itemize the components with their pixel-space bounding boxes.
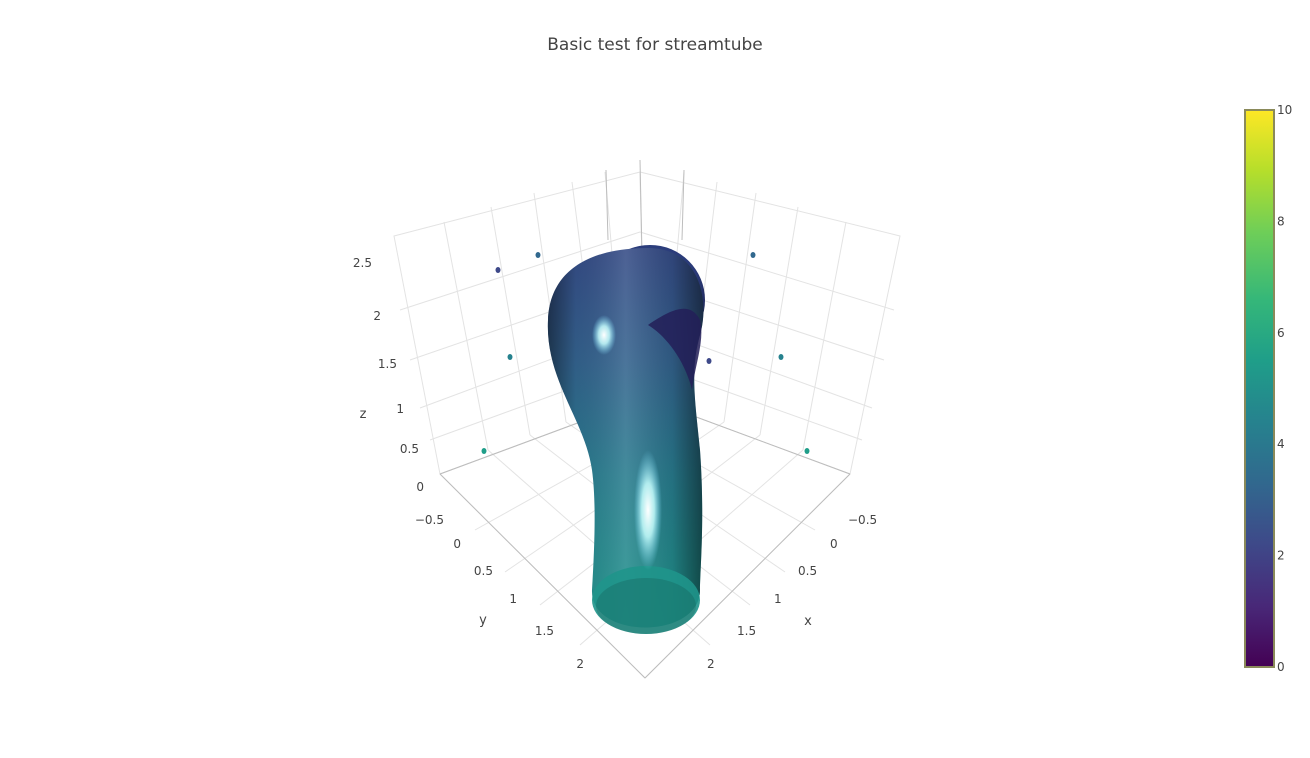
z-axis-label: z bbox=[360, 407, 367, 422]
colorbar-tick-label: 4 bbox=[1277, 437, 1285, 451]
scene-marker bbox=[778, 354, 784, 360]
y-tick-label: 2 bbox=[576, 657, 584, 671]
z-tick-label: 0 bbox=[416, 480, 424, 494]
z-axis-ticks: 2.5 2 1.5 1 0.5 0 bbox=[353, 256, 424, 494]
colorbar-tick-label: 2 bbox=[1277, 549, 1285, 563]
colorbar-tick-label: 0 bbox=[1277, 660, 1285, 674]
x-axis-label: x bbox=[804, 614, 812, 629]
scene-marker bbox=[750, 252, 756, 258]
streamtube[interactable] bbox=[547, 245, 705, 634]
scene-marker bbox=[507, 354, 513, 360]
colorbar-tick-label: 6 bbox=[1277, 326, 1285, 340]
y-axis-ticks: −0.5 0 0.5 1 1.5 2 bbox=[415, 513, 584, 671]
z-tick-label: 2.5 bbox=[353, 256, 372, 270]
z-tick-label: 0.5 bbox=[400, 442, 419, 456]
scene-marker bbox=[804, 448, 810, 454]
x-tick-label: 0 bbox=[830, 537, 838, 551]
x-tick-label: 1 bbox=[774, 592, 782, 606]
scene-marker bbox=[495, 267, 501, 273]
colorbar-tick-label: 8 bbox=[1277, 214, 1285, 228]
scene-marker bbox=[535, 252, 541, 258]
colorbar-tick-label: 10 bbox=[1277, 103, 1292, 117]
x-tick-label: 0.5 bbox=[798, 564, 817, 578]
y-tick-label: 1.5 bbox=[535, 624, 554, 638]
x-tick-label: 1.5 bbox=[737, 624, 756, 638]
x-tick-label: 2 bbox=[707, 657, 715, 671]
x-axis-ticks: −0.5 0 0.5 1 1.5 2 bbox=[707, 513, 877, 671]
colorbar[interactable]: 0 2 4 6 8 10 bbox=[1244, 103, 1292, 674]
y-tick-label: −0.5 bbox=[415, 513, 444, 527]
z-tick-label: 2 bbox=[373, 309, 381, 323]
y-tick-label: 1 bbox=[509, 592, 517, 606]
scene-marker bbox=[481, 448, 487, 454]
chart-title: Basic test for streamtube bbox=[547, 35, 763, 55]
x-tick-label: −0.5 bbox=[848, 513, 877, 527]
scene-marker bbox=[706, 358, 712, 364]
y-axis-label: y bbox=[479, 613, 487, 628]
scene-markers bbox=[481, 252, 810, 454]
colorbar-gradient bbox=[1244, 109, 1275, 668]
y-tick-label: 0 bbox=[453, 537, 461, 551]
y-tick-label: 0.5 bbox=[474, 564, 493, 578]
z-tick-label: 1.5 bbox=[378, 357, 397, 371]
z-tick-label: 1 bbox=[396, 402, 404, 416]
colorbar-ticks: 0 2 4 6 8 10 bbox=[1277, 103, 1292, 674]
